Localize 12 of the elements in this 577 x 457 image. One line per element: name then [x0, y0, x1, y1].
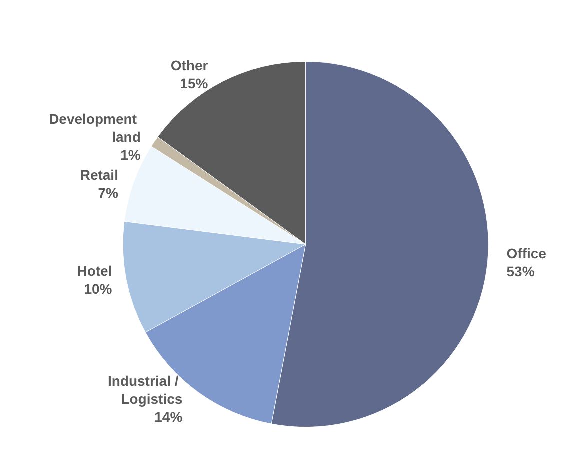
data-label: 53%	[506, 263, 536, 280]
slice-label: Office	[506, 245, 547, 262]
data-label: 15%	[180, 75, 209, 92]
slice-label: Hotel	[77, 263, 112, 280]
slice-label: Retail	[80, 167, 118, 184]
data-label: 7%	[98, 185, 120, 202]
data-label: 14%	[154, 408, 184, 425]
slice-label: Other	[170, 57, 209, 74]
slice-label: Development land	[49, 111, 141, 146]
data-label: 10%	[84, 281, 113, 298]
slice-label: Industrial / Logistics	[108, 372, 183, 407]
data-label: 1%	[120, 147, 142, 164]
